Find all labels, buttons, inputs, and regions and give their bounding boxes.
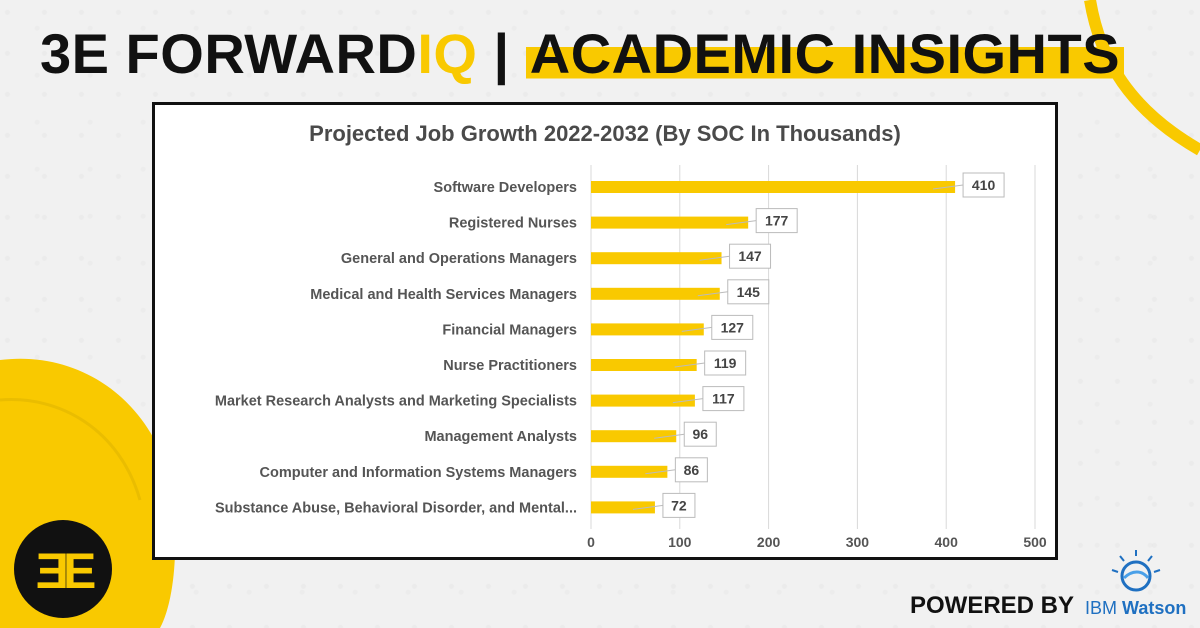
data-label: 127 [721, 319, 745, 335]
data-label-box [727, 279, 770, 305]
data-label-box [702, 386, 745, 412]
title-highlight: ACADEMIC INSIGHTS [525, 22, 1125, 85]
x-tick-label: 500 [1023, 534, 1047, 550]
ibm-watson-icon [1111, 550, 1161, 592]
bar [591, 181, 956, 193]
category-label: Nurse Practitioners [443, 358, 577, 374]
data-label: 119 [714, 355, 737, 371]
data-label: 145 [737, 284, 761, 300]
data-label: 117 [712, 391, 735, 407]
watson-ray-2 [1119, 555, 1125, 562]
data-label-box [755, 208, 798, 234]
watson-ray-4 [1111, 569, 1119, 573]
category-label: Substance Abuse, Behavioral Disorder, an… [215, 500, 577, 516]
category-label: Registered Nurses [449, 216, 577, 232]
category-label: Computer and Information Systems Manager… [260, 465, 577, 481]
bar [591, 252, 722, 265]
swoosh-brush-stroke-left [0, 398, 142, 501]
watson-globe [1120, 560, 1152, 592]
callout-leader [726, 220, 757, 226]
logo-badge: ƎE [14, 520, 112, 618]
x-tick-label: 400 [935, 534, 959, 550]
data-label-box [662, 492, 696, 518]
chart-title: Projected Job Growth 2022-2032 (By SOC I… [309, 121, 901, 146]
category-label: Management Analysts [424, 429, 577, 445]
page-title: 3E FORWARDIQ | ACADEMIC INSIGHTS [40, 22, 1125, 86]
data-label-box [674, 457, 708, 483]
x-tick-label: 100 [668, 534, 692, 550]
bar-chart: 0 100 200 300 400 500 Software Developers 410 Re… [215, 165, 1047, 550]
category-label: Medical and Health Services Managers [310, 287, 577, 303]
callout-leader [699, 255, 730, 261]
callout-leader [681, 326, 712, 332]
callout-leader [632, 504, 664, 510]
data-label: 96 [692, 426, 708, 442]
watson-ray-3 [1147, 555, 1153, 562]
data-label-box [729, 243, 772, 269]
category-label: General and Operations Managers [341, 251, 577, 267]
data-label: 177 [765, 213, 789, 229]
ibm-text: IBM [1085, 598, 1118, 618]
ibm-watson-label: IBM Watson [1085, 598, 1186, 619]
bar [591, 430, 677, 443]
data-label: 86 [684, 462, 700, 478]
data-label: 147 [738, 248, 762, 264]
bar [591, 465, 668, 478]
data-label: 410 [972, 177, 996, 193]
title-accent: IQ [417, 22, 478, 85]
bar [591, 216, 749, 229]
bar [591, 359, 697, 371]
data-label: 72 [671, 497, 687, 513]
powered-by-label: POWERED BY [910, 592, 1075, 619]
x-tick-label: 0 [587, 534, 595, 550]
callout-leader [672, 398, 703, 404]
logo-mark: ƎE [35, 543, 97, 599]
bar [591, 394, 695, 407]
callout-leader [654, 433, 685, 439]
data-label-box [683, 421, 717, 447]
category-label: Software Developers [434, 180, 577, 196]
category-label: Financial Managers [442, 322, 577, 338]
watson-text: Watson [1122, 598, 1187, 618]
callout-leader [697, 291, 728, 297]
data-label-box [704, 350, 747, 376]
callout-leader [645, 469, 676, 475]
chart-container: Projected Job Growth 2022-2032 (By SOC I… [152, 102, 1058, 560]
title-brand: 3E FORWARD [40, 22, 418, 85]
bar [591, 501, 655, 514]
bar [591, 287, 720, 300]
watson-ray-5 [1153, 569, 1161, 573]
watson-globe-band [1122, 570, 1150, 580]
category-label: Market Research Analysts and Marketing S… [215, 394, 577, 410]
x-tick-label: 300 [846, 534, 870, 550]
callout-leader [933, 184, 964, 190]
data-label-box [711, 314, 754, 340]
title-separator: | [477, 22, 526, 85]
callout-leader [674, 362, 705, 368]
data-label-box [962, 172, 1005, 198]
x-tick-label: 200 [757, 534, 781, 550]
bar [591, 323, 704, 336]
